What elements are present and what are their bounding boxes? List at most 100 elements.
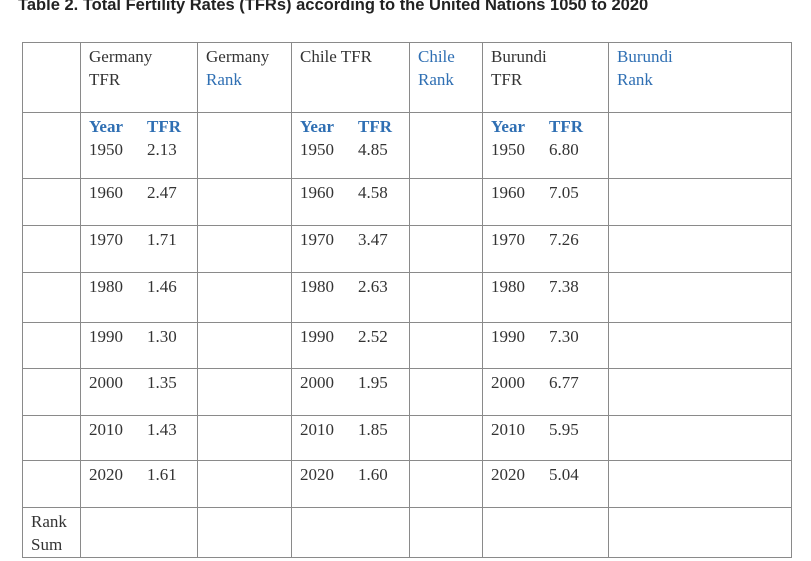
data-cell: 2000 6.77	[482, 368, 609, 416]
tfr-value: 6.80	[549, 140, 579, 159]
cell	[608, 225, 792, 273]
tfr-value: 1.95	[358, 373, 388, 392]
value-line: 1960 7.05	[491, 181, 608, 204]
subheader-tfr: TFR	[358, 117, 392, 136]
header-text: Chile	[418, 47, 455, 66]
cell	[608, 272, 792, 323]
cell	[22, 368, 81, 416]
tfr-value: 5.04	[549, 465, 579, 484]
header-text: Rank	[617, 70, 653, 89]
value-line: 1950 4.85	[300, 138, 409, 161]
tfr-value: 1.61	[147, 465, 177, 484]
value-line: 2020 1.60	[300, 463, 409, 486]
year: 1970	[89, 230, 123, 249]
header-text: TFR	[89, 70, 121, 89]
value-line: 2000 1.95	[300, 371, 409, 394]
cell	[197, 272, 292, 323]
cell	[22, 178, 81, 226]
data-row: 1960 2.47 1960 4.58 1960 7.05	[22, 178, 792, 226]
cell	[608, 415, 792, 461]
data-cell: 1990 2.52	[291, 322, 410, 369]
value-line: 1990 7.30	[491, 325, 608, 348]
tfr-value: 2.13	[147, 140, 177, 159]
tfr-value: 6.77	[549, 373, 579, 392]
header-text: TFR	[491, 70, 523, 89]
subheader: Year TFR	[89, 115, 197, 138]
cell	[409, 322, 483, 369]
header-text: Burundi	[491, 47, 547, 66]
value-line: 1990 1.30	[89, 325, 197, 348]
year: 1950	[300, 140, 334, 159]
cell	[409, 415, 483, 461]
data-cell: 1960 2.47	[80, 178, 198, 226]
data-cell: 2010 1.85	[291, 415, 410, 461]
tfr-value: 1.30	[147, 327, 177, 346]
value-line: 1970 3.47	[300, 228, 409, 251]
year: 2010	[300, 420, 334, 439]
cell	[409, 507, 483, 558]
cell	[409, 225, 483, 273]
year: 2010	[89, 420, 123, 439]
data-row: 1980 1.46 1980 2.63 1980 7.38	[22, 272, 792, 323]
header-text: Rank	[418, 70, 454, 89]
cell	[409, 112, 483, 179]
data-cell: Year TFR 1950 4.85	[291, 112, 410, 179]
cell	[197, 415, 292, 461]
tfr-value: 7.26	[549, 230, 579, 249]
header-text: Germany	[206, 47, 270, 66]
cell	[409, 272, 483, 323]
year: 1980	[89, 277, 123, 296]
data-cell: 1970 7.26	[482, 225, 609, 273]
tfr-value: 5.95	[549, 420, 579, 439]
subheader-year: Year	[300, 117, 334, 136]
tfr-value: 1.43	[147, 420, 177, 439]
value-line: 2020 5.04	[491, 463, 608, 486]
cell	[22, 225, 81, 273]
data-cell: 1960 4.58	[291, 178, 410, 226]
year: 1960	[300, 183, 334, 202]
data-cell: Year TFR 1950 6.80	[482, 112, 609, 179]
cell	[409, 368, 483, 416]
year: 1960	[89, 183, 123, 202]
subheader-year: Year	[491, 117, 525, 136]
value-line: 2000 6.77	[491, 371, 608, 394]
cell	[197, 112, 292, 179]
footer-cell: Rank Sum	[22, 507, 81, 558]
year: 1980	[300, 277, 334, 296]
tfr-value: 3.47	[358, 230, 388, 249]
tfr-value: 1.46	[147, 277, 177, 296]
cell	[80, 507, 198, 558]
cell	[608, 322, 792, 369]
tfr-value: 1.71	[147, 230, 177, 249]
year: 1950	[491, 140, 525, 159]
value-line: 1980 2.63	[300, 275, 409, 298]
value-line: 2010 1.85	[300, 418, 409, 441]
year: 1990	[491, 327, 525, 346]
header-cell: Burundi Rank	[608, 42, 792, 113]
data-cell: 2020 1.60	[291, 460, 410, 508]
header-cell: Chile Rank	[409, 42, 483, 113]
value-line: 1960 4.58	[300, 181, 409, 204]
tfr-value: 2.47	[147, 183, 177, 202]
tfr-value: 4.85	[358, 140, 388, 159]
year: 1980	[491, 277, 525, 296]
year: 1990	[89, 327, 123, 346]
header-cell: Chile TFR	[291, 42, 410, 113]
tfr-value: 1.35	[147, 373, 177, 392]
tfr-value: 2.63	[358, 277, 388, 296]
data-cell: 1980 2.63	[291, 272, 410, 323]
cell	[197, 322, 292, 369]
tfr-value: 7.30	[549, 327, 579, 346]
year: 1960	[491, 183, 525, 202]
footer-row: Rank Sum	[22, 507, 792, 558]
cell	[22, 460, 81, 508]
data-cell: 1990 7.30	[482, 322, 609, 369]
data-cell: 2010 1.43	[80, 415, 198, 461]
data-cell: 1970 1.71	[80, 225, 198, 273]
cell	[197, 368, 292, 416]
footer-text: Rank	[31, 512, 67, 531]
data-row: 1970 1.71 1970 3.47 1970 7.26	[22, 225, 792, 273]
cell	[22, 415, 81, 461]
value-line: 1960 2.47	[89, 181, 197, 204]
cell	[197, 460, 292, 508]
